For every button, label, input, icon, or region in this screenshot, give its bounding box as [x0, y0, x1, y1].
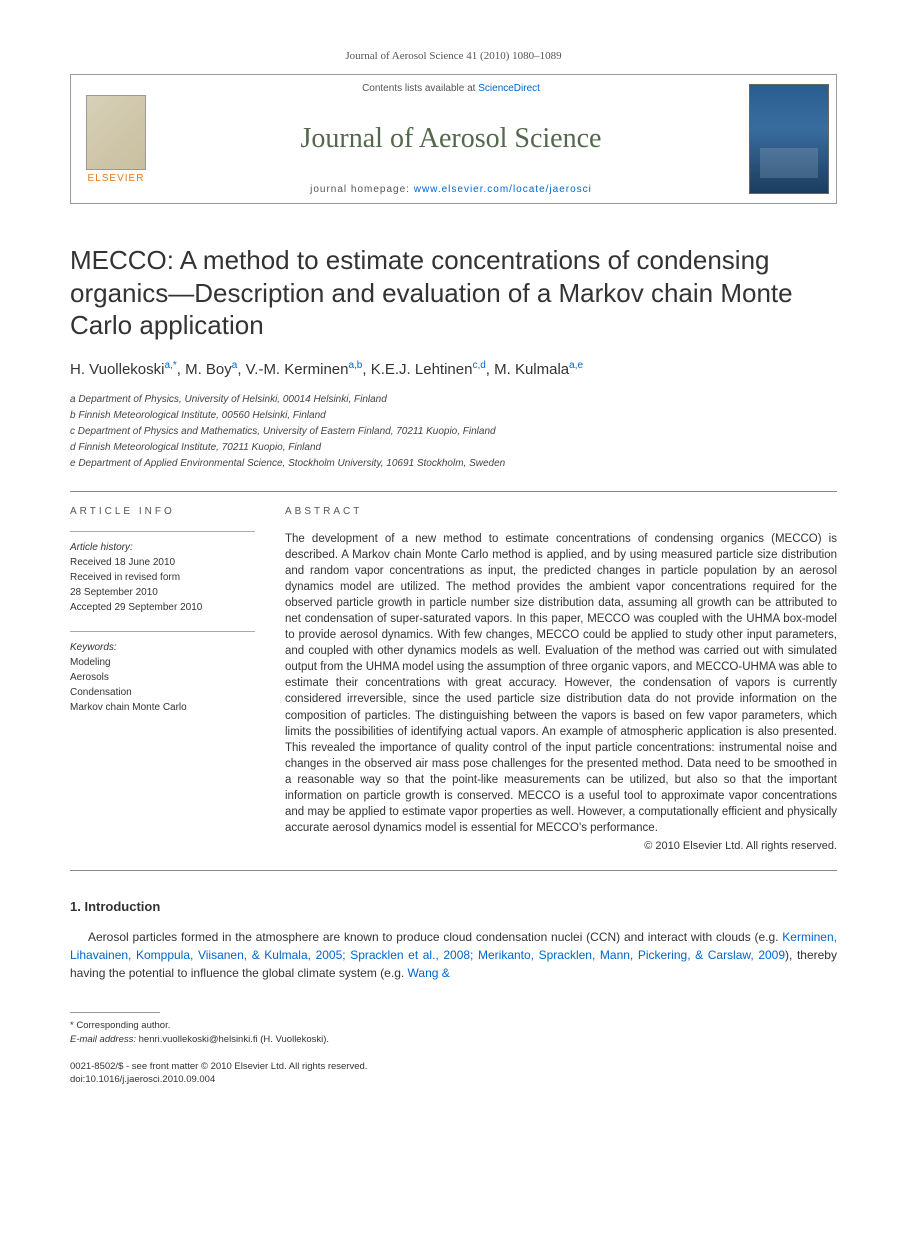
- abstract-column: ABSTRACT The development of a new method…: [285, 506, 837, 853]
- abstract-text: The development of a new method to estim…: [285, 531, 837, 837]
- email-line: E-mail address: henri.vuollekoski@helsin…: [70, 1033, 837, 1046]
- divider: [70, 491, 837, 492]
- intro-paragraph-1: Aerosol particles formed in the atmosphe…: [70, 928, 837, 982]
- affiliation-b: b Finnish Meteorological Institute, 0056…: [70, 408, 837, 423]
- cover-thumb-block: [741, 75, 836, 203]
- elsevier-label: ELSEVIER: [88, 173, 145, 184]
- corresponding-author-footnote: * Corresponding author. E-mail address: …: [70, 1019, 837, 1046]
- elsevier-logo-block: ELSEVIER: [71, 75, 161, 203]
- footnote-separator: [70, 1012, 160, 1013]
- keyword-2: Aerosols: [70, 670, 255, 685]
- author-1: H. Vuollekoski: [70, 361, 164, 378]
- keyword-4: Markov chain Monte Carlo: [70, 700, 255, 715]
- affiliation-a: a Department of Physics, University of H…: [70, 392, 837, 407]
- sciencedirect-link[interactable]: ScienceDirect: [478, 83, 540, 94]
- author-3: , V.-M. Kerminen: [237, 361, 348, 378]
- homepage-line: journal homepage: www.elsevier.com/locat…: [181, 184, 721, 195]
- email-address: henri.vuollekoski@helsinki.fi (H. Vuolle…: [136, 1034, 329, 1045]
- article-info-column: ARTICLE INFO Article history: Received 1…: [70, 506, 255, 853]
- author-4: , K.E.J. Lehtinen: [362, 361, 472, 378]
- revised-line2: 28 September 2010: [70, 585, 255, 600]
- intro-p1-text-a: Aerosol particles formed in the atmosphe…: [88, 930, 782, 944]
- revised-line1: Received in revised form: [70, 570, 255, 585]
- affiliations-block: a Department of Physics, University of H…: [70, 392, 837, 471]
- divider-below-abstract: [70, 870, 837, 871]
- issn-line: 0021-8502/$ - see front matter © 2010 El…: [70, 1060, 837, 1073]
- homepage-prefix: journal homepage:: [310, 184, 414, 195]
- article-history-block: Article history: Received 18 June 2010 R…: [70, 531, 255, 615]
- journal-name: Journal of Aerosol Science: [181, 123, 721, 155]
- section-1-title: 1. Introduction: [70, 899, 837, 914]
- journal-header-box: ELSEVIER Contents lists available at Sci…: [70, 74, 837, 204]
- homepage-link[interactable]: www.elsevier.com/locate/jaerosci: [414, 184, 592, 195]
- elsevier-tree-icon: [86, 95, 146, 170]
- contents-available: Contents lists available at ScienceDirec…: [181, 83, 721, 94]
- info-abstract-row: ARTICLE INFO Article history: Received 1…: [70, 506, 837, 853]
- received-date: Received 18 June 2010: [70, 555, 255, 570]
- author-3-aff[interactable]: a,b: [348, 360, 362, 371]
- header-center: Contents lists available at ScienceDirec…: [161, 75, 741, 203]
- article-info-heading: ARTICLE INFO: [70, 506, 255, 517]
- email-label: E-mail address:: [70, 1034, 136, 1045]
- affiliation-c: c Department of Physics and Mathematics,…: [70, 424, 837, 439]
- journal-cover-image: [749, 84, 829, 194]
- keyword-1: Modeling: [70, 655, 255, 670]
- intro-citation-2[interactable]: Wang &: [408, 966, 450, 980]
- article-title: MECCO: A method to estimate concentratio…: [70, 244, 837, 342]
- contents-prefix: Contents lists available at: [362, 83, 478, 94]
- author-2: , M. Boy: [177, 361, 232, 378]
- author-list: H. Vuollekoskia,*, M. Boya, V.-M. Kermin…: [70, 360, 837, 378]
- corr-author-line: * Corresponding author.: [70, 1019, 837, 1032]
- affiliation-e: e Department of Applied Environmental Sc…: [70, 456, 837, 471]
- abstract-heading: ABSTRACT: [285, 506, 837, 517]
- affiliation-d: d Finnish Meteorological Institute, 7021…: [70, 440, 837, 455]
- keyword-3: Condensation: [70, 685, 255, 700]
- page: Journal of Aerosol Science 41 (2010) 108…: [0, 0, 907, 1126]
- history-label: Article history:: [70, 540, 255, 555]
- abstract-copyright: © 2010 Elsevier Ltd. All rights reserved…: [285, 840, 837, 852]
- accepted-date: Accepted 29 September 2010: [70, 600, 255, 615]
- author-4-aff[interactable]: c,d: [472, 360, 485, 371]
- author-5-aff[interactable]: a,e: [569, 360, 583, 371]
- author-1-aff[interactable]: a,: [164, 360, 172, 371]
- keywords-block: Keywords: Modeling Aerosols Condensation…: [70, 631, 255, 715]
- bottom-meta: 0021-8502/$ - see front matter © 2010 El…: [70, 1060, 837, 1087]
- author-5: , M. Kulmala: [486, 361, 569, 378]
- keywords-label: Keywords:: [70, 640, 255, 655]
- doi-line: doi:10.1016/j.jaerosci.2010.09.004: [70, 1073, 837, 1086]
- citation-header: Journal of Aerosol Science 41 (2010) 108…: [70, 50, 837, 62]
